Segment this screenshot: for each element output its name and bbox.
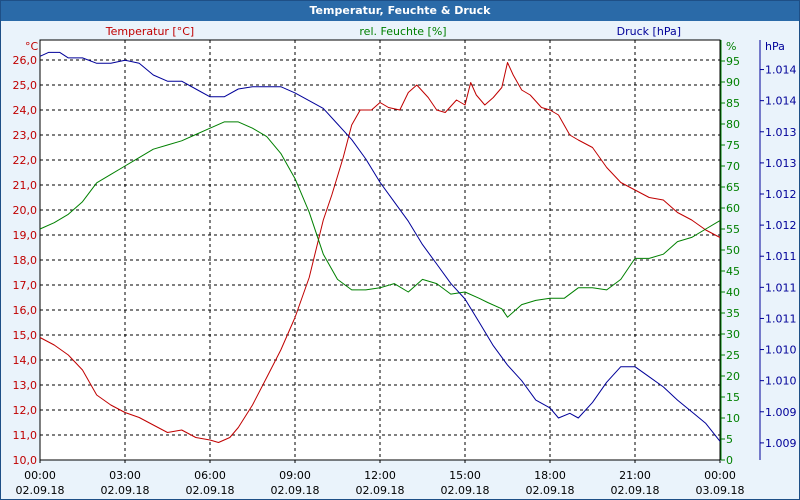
temperature-tick-label: 11,0 — [13, 429, 38, 442]
humidity-tick-label: 70 — [726, 160, 740, 173]
series-humidity-line — [39, 121, 721, 318]
temperature-tick-label: 19,0 — [13, 229, 38, 242]
temperature-tick-label: 24,0 — [13, 104, 38, 117]
humidity-tick-label: 50 — [726, 244, 740, 257]
temperature-tick-label: 10,0 — [13, 454, 38, 467]
humidity-tick-label: 65 — [726, 181, 740, 194]
humidity-tick-label: 0 — [726, 454, 733, 467]
humidity-tick-label: 60 — [726, 202, 740, 215]
series-temperature-line — [39, 62, 721, 443]
title-bar — [1, 1, 799, 21]
humidity-tick-label: 40 — [726, 286, 740, 299]
temperature-tick-label: 12,0 — [13, 404, 38, 417]
pressure-tick-label: 1.011 — [765, 312, 797, 325]
pressure-tick-label: 1.009 — [765, 406, 797, 419]
temperature-tick-label: 17,0 — [13, 279, 38, 292]
plot-border — [39, 39, 721, 461]
humidity-tick-label: 75 — [726, 139, 740, 152]
pressure-tick-label: 1.014 — [765, 64, 797, 77]
humidity-tick-label: 35 — [726, 307, 740, 320]
temperature-tick-label: 23,0 — [13, 129, 38, 142]
x-tick-time: 00:00 — [24, 469, 56, 482]
pressure-tick-label: 1.010 — [765, 375, 797, 388]
humidity-axis-label: rel. Feuchte [%] — [359, 25, 446, 38]
humidity-tick-label: 85 — [726, 97, 740, 110]
pressure-tick-label: 1.012 — [765, 219, 797, 232]
temperature-unit: °C — [25, 40, 39, 53]
x-tick-time: 06:00 — [194, 469, 226, 482]
temperature-tick-label: 20,0 — [13, 204, 38, 217]
pressure-tick-label: 1.013 — [765, 126, 797, 139]
humidity-tick-label: 90 — [726, 76, 740, 89]
x-tick-time: 18:00 — [534, 469, 566, 482]
temperature-tick-label: 18,0 — [13, 254, 38, 267]
temperature-tick-label: 14,0 — [13, 354, 38, 367]
temperature-tick-label: 26,0 — [13, 54, 38, 67]
humidity-tick-label: 25 — [726, 349, 740, 362]
x-tick-time: 03:00 — [109, 469, 141, 482]
x-tick-date: 02.09.18 — [186, 484, 235, 497]
x-tick-date: 02.09.18 — [611, 484, 660, 497]
temperature-tick-label: 21,0 — [13, 179, 38, 192]
pressure-unit: hPa — [765, 40, 785, 53]
x-tick-date: 02.09.18 — [441, 484, 490, 497]
pressure-tick-label: 1.011 — [765, 250, 797, 263]
x-tick-time: 12:00 — [364, 469, 396, 482]
humidity-tick-label: 15 — [726, 391, 740, 404]
humidity-tick-label: 80 — [726, 118, 740, 131]
humidity-tick-label: 30 — [726, 328, 740, 341]
pressure-tick-label: 1.014 — [765, 95, 797, 108]
temperature-tick-label: 16,0 — [13, 304, 38, 317]
temperature-tick-label: 15,0 — [13, 329, 38, 342]
x-tick-time: 09:00 — [279, 469, 311, 482]
pressure-axis-label: Druck [hPa] — [617, 25, 681, 38]
temperature-axis-label: Temperatur [°C] — [105, 25, 194, 38]
humidity-tick-label: 20 — [726, 370, 740, 383]
x-tick-date: 02.09.18 — [101, 484, 150, 497]
humidity-tick-label: 5 — [726, 433, 733, 446]
temperature-tick-label: 25,0 — [13, 79, 38, 92]
x-tick-date: 03.09.18 — [696, 484, 745, 497]
pressure-tick-label: 1.013 — [765, 157, 797, 170]
x-tick-time: 21:00 — [619, 469, 651, 482]
pressure-tick-label: 1.010 — [765, 344, 797, 357]
temperature-tick-label: 22,0 — [13, 154, 38, 167]
humidity-tick-label: 55 — [726, 223, 740, 236]
humidity-tick-label: 95 — [726, 55, 740, 68]
x-tick-date: 02.09.18 — [356, 484, 405, 497]
x-tick-time: 15:00 — [449, 469, 481, 482]
temperature-tick-label: 13,0 — [13, 379, 38, 392]
pressure-tick-label: 1.011 — [765, 281, 797, 294]
humidity-tick-label: 45 — [726, 265, 740, 278]
humidity-unit: % — [726, 40, 736, 53]
pressure-tick-label: 1.009 — [765, 437, 797, 450]
x-tick-date: 02.09.18 — [16, 484, 65, 497]
chart-title: Temperatur, Feuchte & Druck — [309, 4, 491, 17]
x-tick-date: 02.09.18 — [271, 484, 320, 497]
humidity-tick-label: 10 — [726, 412, 740, 425]
x-tick-date: 02.09.18 — [526, 484, 575, 497]
pressure-tick-label: 1.012 — [765, 188, 797, 201]
series-pressure-line — [39, 51, 721, 442]
x-tick-time: 00:00 — [704, 469, 736, 482]
